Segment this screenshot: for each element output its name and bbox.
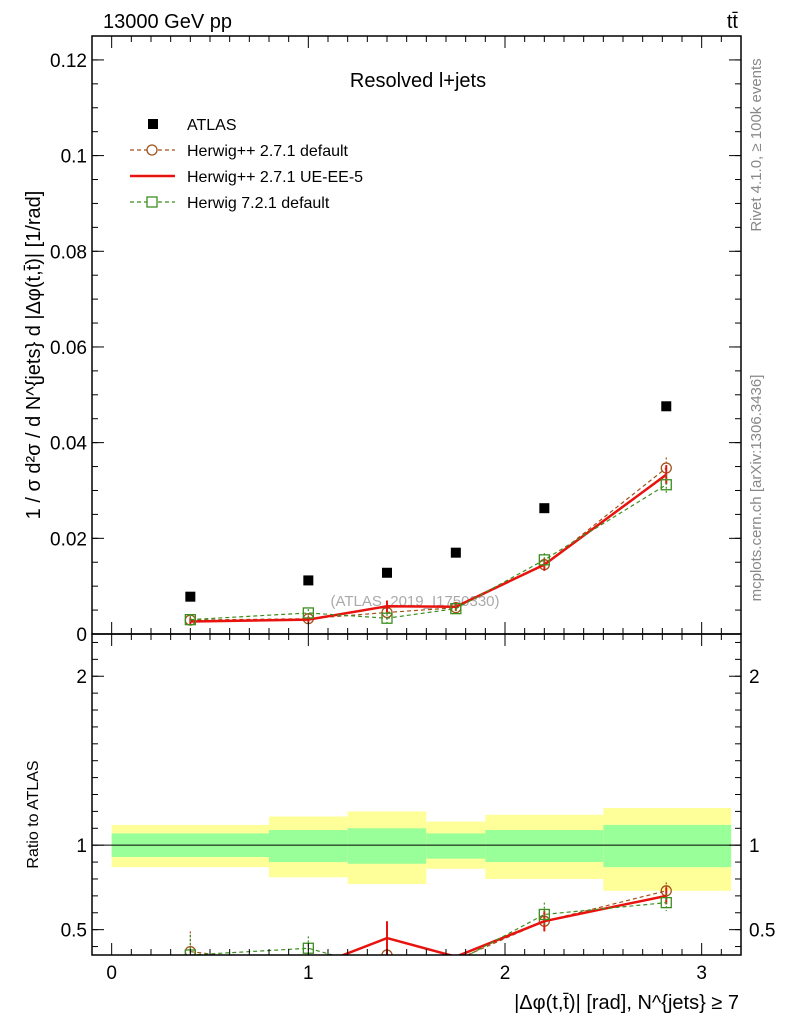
series-line [190,473,668,623]
y-tick-label: 0.08 [50,242,87,263]
y-tick-label: 0.5 [61,921,87,942]
rivet-label: Rivet 4.1.0, ≥ 100k events [748,58,765,231]
main-panel: Resolved l+jets (ATLAS_2019_I1750330) 00… [23,35,742,646]
chart-title: Resolved l+jets [350,70,486,92]
series-line [190,902,667,955]
data-point [450,547,461,558]
stat-uncertainty-band [426,833,486,859]
y-tick-label: 1 [76,836,87,857]
process-label: tt̄ [727,11,739,33]
y-tick-label-right: 0.5 [749,921,775,942]
data-point [538,908,550,921]
data-point [302,607,314,619]
legend-label: Herwig 7.2.1 default [187,195,330,212]
data-point [185,591,196,602]
data-point [538,554,550,566]
stat-uncertainty-band [485,829,604,863]
y-tick-label: 0.04 [50,434,87,455]
legend-label: Herwig++ 2.7.1 UE-EE-5 [187,169,363,186]
legend-marker [146,144,158,156]
x-tick-label: 1 [303,963,314,984]
main-y-axis-label: 1 / σ d²σ / d N^{jets} d |Δφ(t,t̄)| [1/r… [23,191,45,520]
legend-label: Herwig++ 2.7.1 default [187,143,349,160]
data-point [660,479,672,491]
y-tick-label: 0.1 [61,147,87,168]
data-point [450,602,462,615]
legend: ATLAS Herwig++ 2.7.1 default Herwig++ 2.7.… [130,117,363,212]
x-tick-label: 0 [106,963,117,984]
series-line [190,890,667,955]
x-tick-label: 3 [696,963,707,984]
y-tick-label: 0.12 [50,51,87,72]
ratio-y-axis-label: Ratio to ATLAS [25,760,42,868]
data-point [382,567,392,578]
data-point [381,612,393,624]
data-point [539,503,550,514]
data-point [184,613,196,626]
y-tick-label-right: 2 [749,667,760,688]
y-tick-label: 0 [76,625,87,646]
y-tick-label: 2 [76,667,87,688]
legend-marker [146,196,158,208]
y-tick-label: 0.06 [50,338,87,359]
legend-label: ATLAS [187,117,237,134]
y-tick-label-right: 1 [749,836,760,857]
ratio-plot-frame [91,633,742,956]
y-tick-label: 0.02 [50,529,87,550]
x-axis-label: |Δφ(t,t̄)| [rad], N^{jets} ≥ 7 [514,992,739,1014]
series-line [339,894,667,955]
x-tick-label: 2 [500,963,511,984]
data-point [303,575,314,586]
legend-marker [148,119,158,129]
stat-uncertainty-band [269,829,348,863]
ratio-panel: 0.5 0.5 1 1 2 2 0 1 2 3 Ratio to ATLAS |Δφ(t,t̄)|… [25,633,775,1014]
data-point [660,896,672,909]
stat-uncertainty-band [347,828,427,864]
stat-uncertainty-band [603,824,732,868]
mcplots-label: mcplots.cern.ch [arXiv:1306.3436] [748,375,765,602]
series-line [190,484,667,621]
energy-label: 13000 GeV pp [103,11,232,33]
data-point [661,401,672,412]
